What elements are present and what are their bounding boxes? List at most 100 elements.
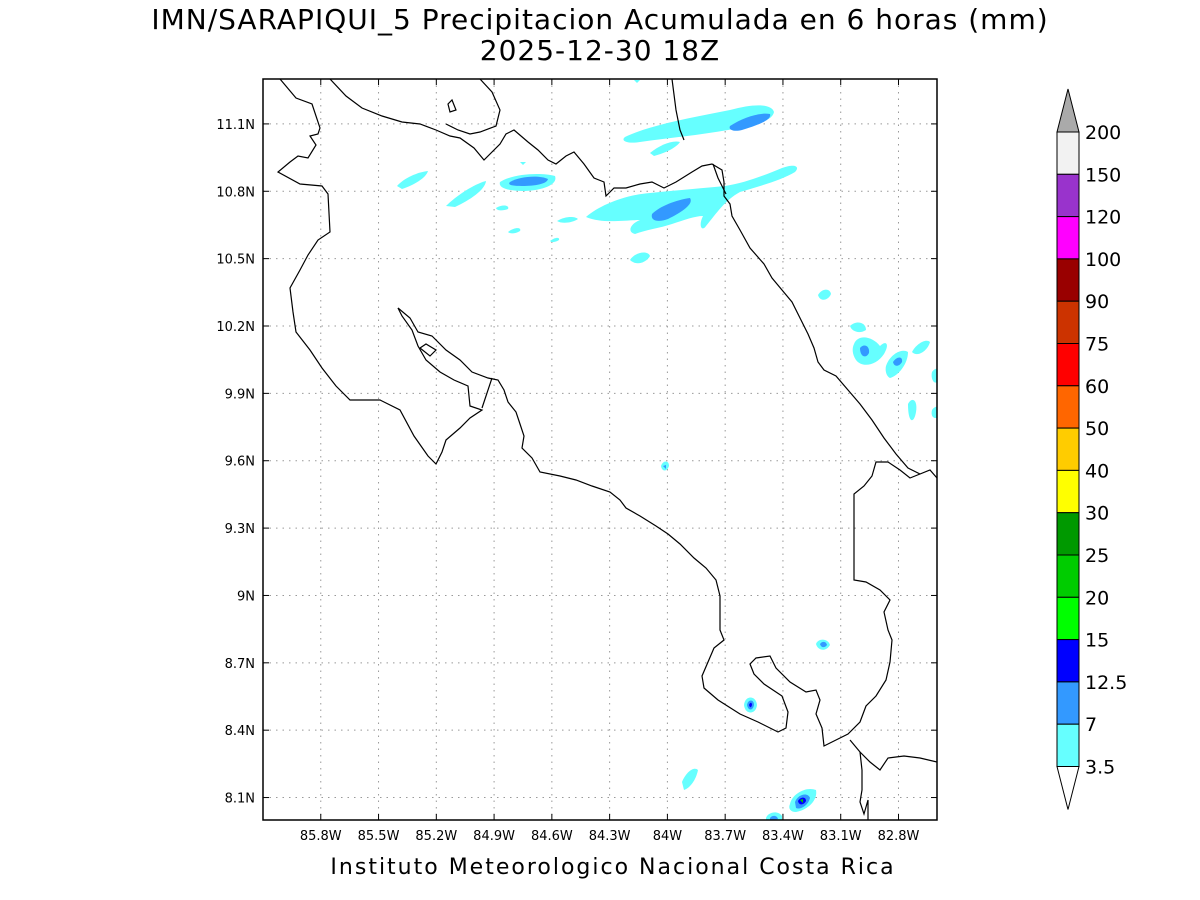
precip-cell [520, 162, 526, 165]
y-tick-label: 9.6N [225, 455, 255, 470]
x-tick-label: 82.8W [878, 829, 920, 844]
colorbar-label: 12.5 [1085, 672, 1127, 694]
y-tick-label: 10.5N [216, 253, 255, 268]
coastline [712, 163, 727, 195]
map-grid [263, 79, 937, 820]
colorbar-segment [1056, 216, 1080, 260]
colorbar-label: 100 [1085, 249, 1121, 271]
colorbar-top-triangle [1056, 88, 1080, 133]
y-tick-label: 8.4N [225, 724, 255, 739]
coastline [276, 79, 484, 466]
precip-cell [509, 176, 548, 186]
footer-credit: Instituto Meteorologico Nacional Costa R… [330, 855, 896, 880]
colorbar-label: 200 [1085, 122, 1121, 144]
colorbar-label: 60 [1085, 376, 1109, 398]
coastline [329, 79, 937, 479]
y-tick-label: 9.9N [225, 387, 255, 402]
y-tick-label: 10.2N [216, 320, 255, 335]
x-tick-label: 84W [653, 829, 683, 844]
precip-cell [820, 641, 827, 648]
colorbar-bottom-triangle [1056, 766, 1080, 810]
colorbar-segment [1056, 427, 1080, 471]
colorbar-label: 150 [1085, 164, 1121, 186]
colorbar-label: 90 [1085, 291, 1109, 313]
island [418, 343, 437, 357]
colorbar-segment [1056, 300, 1080, 345]
precip-cell [770, 815, 778, 820]
precip-cell [893, 357, 903, 366]
precip-cell [912, 340, 930, 355]
colorbar-segment [1056, 258, 1080, 302]
colorbar-label: 15 [1085, 630, 1109, 652]
precip-cell [663, 465, 666, 469]
x-tick-label: 83.1W [820, 829, 862, 844]
colorbar-label: 20 [1085, 587, 1109, 609]
colorbar-label: 7 [1085, 714, 1097, 736]
coastline [481, 377, 493, 409]
map-frame [262, 78, 938, 821]
y-tick-label: 11.1N [216, 118, 255, 133]
x-tick-label: 83.7W [704, 829, 746, 844]
precip-cell [397, 171, 428, 189]
coastline [397, 307, 921, 747]
precip-cell [931, 368, 937, 383]
precip-cell [586, 165, 798, 234]
colorbar-segment [1056, 469, 1080, 514]
precipitation-layer [397, 80, 937, 820]
precip-cell [729, 113, 771, 131]
precip-cell [550, 237, 560, 243]
precip-cell [630, 252, 650, 264]
colorbar-segment [1056, 343, 1080, 387]
coastline [849, 739, 937, 771]
x-tick-label: 83.4W [762, 829, 804, 844]
colorbar-segment [1056, 723, 1080, 768]
island [447, 98, 457, 113]
precip-cell [908, 399, 917, 421]
map-subtitle-date: 2025-12-30 18Z [479, 34, 721, 67]
coastline [859, 751, 869, 820]
precip-cell [508, 228, 521, 234]
y-tick-label: 8.1N [225, 792, 255, 807]
colorbar-segment [1056, 639, 1080, 683]
colorbar-label: 120 [1085, 207, 1121, 229]
precip-cell [496, 205, 509, 211]
colorbar-label: 25 [1085, 545, 1109, 567]
colorbar-segment [1056, 596, 1080, 641]
y-tick-label: 8.7N [225, 657, 255, 672]
precip-cell [749, 702, 752, 708]
x-tick-label: 84.6W [531, 829, 573, 844]
colorbar-label: 40 [1085, 460, 1109, 482]
precip-cell [850, 322, 866, 333]
y-axis: 11.1N 10.8N 10.5N 10.2N 9.9N 9.6N 9.3N 9N 8.7N 8.… [216, 118, 937, 807]
colorbar-label: 50 [1085, 418, 1109, 440]
y-tick-label: 9.3N [225, 522, 255, 537]
map-title: IMN/SARAPIQUI_5 Precipitacion Acumulada … [151, 3, 1049, 36]
colorbar-segment [1056, 131, 1080, 175]
x-tick-label: 85.8W [300, 829, 342, 844]
precip-cell [682, 768, 698, 790]
precip-cell [557, 216, 578, 223]
x-tick-label: 84.3W [589, 829, 631, 844]
x-tick-label: 85.5W [358, 829, 400, 844]
x-axis: 85.8W 85.5W 85.2W 84.9W 84.6W 84.3W 84W 83.7W 83… [300, 79, 920, 844]
precip-cell [852, 337, 887, 365]
precip-cell [634, 80, 640, 83]
precip-cell [800, 799, 803, 803]
precip-cell [650, 141, 680, 156]
colorbar-label: 30 [1085, 503, 1109, 525]
coastline [445, 79, 501, 135]
color-legend: 3.5 7 12.5 15 20 25 30 40 50 60 75 90 100 120 150 200 [1056, 88, 1127, 810]
precip-cell [818, 289, 831, 300]
colorbar-label: 3.5 [1085, 757, 1115, 779]
colorbar-segment [1056, 681, 1080, 725]
colorbar-segment [1056, 512, 1080, 556]
x-tick-label: 84.9W [473, 829, 515, 844]
colorbar-segment [1056, 173, 1080, 218]
precip-cell [860, 345, 870, 357]
precip-cell [446, 181, 486, 207]
coastlines [276, 79, 937, 820]
precip-cell [931, 406, 937, 418]
precip-cell [623, 105, 774, 143]
precip-cell [651, 198, 691, 221]
